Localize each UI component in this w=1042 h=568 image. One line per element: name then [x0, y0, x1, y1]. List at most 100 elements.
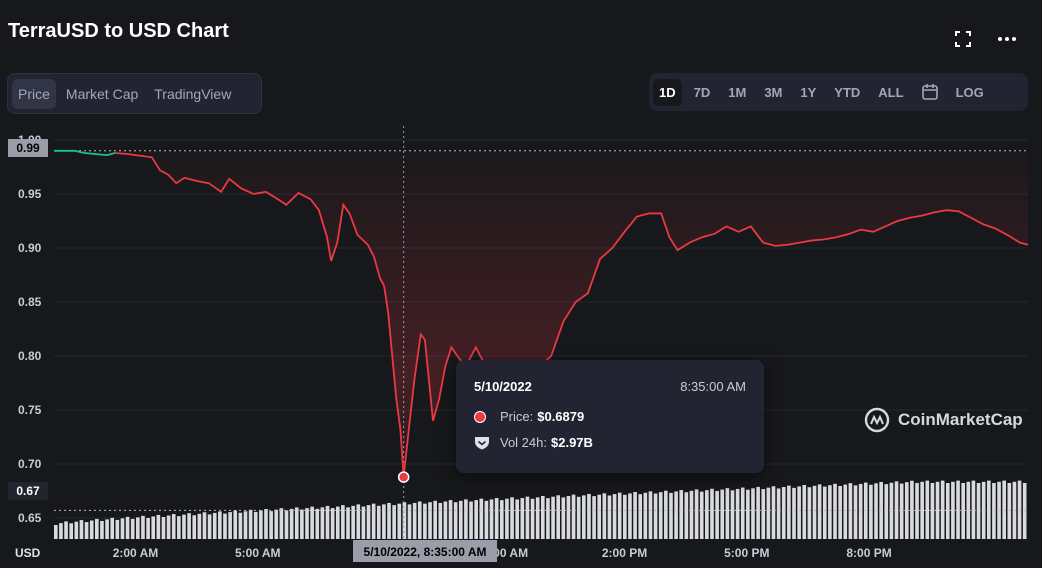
volume-bar: [294, 507, 299, 539]
volume-bar: [756, 486, 760, 539]
volume-bar: [833, 483, 837, 539]
volume-bar: [95, 518, 99, 539]
price-area-fill: [54, 150, 1028, 478]
volume-bar: [766, 487, 771, 539]
volume-bar: [776, 488, 781, 539]
volume-bar: [69, 523, 74, 539]
volume-bar: [443, 501, 448, 539]
volume-bar: [643, 492, 648, 539]
y-tick-label: 0.70: [18, 457, 42, 471]
y-tick-label: 0.95: [18, 187, 42, 201]
volume-bar: [494, 497, 499, 539]
volume-bar: [940, 480, 945, 539]
tooltip-price-row: Price: $0.6879: [474, 409, 584, 424]
volume-bar: [505, 498, 509, 539]
volume-bar: [279, 508, 284, 539]
volume-bar: [100, 520, 104, 539]
open-price-marker: 0.99: [8, 139, 48, 157]
volume-bar: [746, 489, 750, 539]
chart-type-tabs: Price Market Cap TradingView: [7, 73, 262, 114]
volume-bar: [387, 502, 391, 539]
tab-market-cap[interactable]: Market Cap: [65, 85, 139, 102]
volume-bar: [740, 487, 745, 539]
volume-bar: [725, 488, 730, 539]
volume-bar: [515, 499, 519, 539]
y-tick-label: 0.75: [18, 403, 42, 417]
range-1y[interactable]: 1Y: [800, 84, 817, 100]
volume-bar: [556, 495, 561, 539]
volume-bar: [551, 496, 555, 539]
volume-bar: [889, 482, 894, 539]
volume-bar: [402, 502, 407, 539]
volume-bar: [566, 496, 571, 539]
volume-bar: [669, 492, 673, 539]
tooltip-date: 5/10/2022: [474, 379, 532, 394]
volume-bar: [207, 514, 212, 539]
volume-bar: [1022, 483, 1027, 539]
x-tick-label: 8:00 PM: [846, 546, 891, 560]
fullscreen-icon[interactable]: [952, 28, 974, 50]
volume-bar: [397, 503, 402, 539]
volume-bar: [633, 491, 637, 539]
volume-bar: [212, 512, 217, 539]
volume-bar: [597, 494, 602, 539]
volume-bar: [428, 502, 432, 539]
volume-bar: [602, 493, 607, 539]
more-options-icon[interactable]: [996, 28, 1018, 50]
volume-bar: [218, 511, 222, 539]
range-ytd[interactable]: YTD: [834, 84, 861, 100]
volume-bar: [951, 481, 955, 539]
volume-bar: [330, 508, 335, 539]
volume-bar: [110, 517, 115, 539]
y-axis: 1.000.950.900.850.800.750.700.65: [18, 133, 42, 525]
volume-bar: [274, 509, 279, 539]
range-all[interactable]: ALL: [878, 84, 904, 100]
volume-bar: [197, 513, 202, 539]
open-price-label: 0.99: [16, 141, 40, 155]
volume-bar: [474, 500, 478, 539]
tab-price[interactable]: Price: [12, 78, 56, 109]
range-1m[interactable]: 1M: [728, 84, 747, 100]
tooltip-price-label: Price:: [500, 409, 534, 424]
volume-bar: [130, 518, 135, 539]
highlight-point[interactable]: [397, 471, 410, 483]
volume-bar: [607, 495, 612, 539]
range-3m[interactable]: 3M: [764, 84, 783, 100]
tooltip-price-value: $0.6879: [537, 409, 585, 424]
range-1d[interactable]: 1D: [653, 78, 682, 106]
volume-bar: [920, 481, 924, 539]
volume-bar: [464, 499, 468, 539]
volume-bar: [407, 504, 412, 539]
volume-bar: [382, 504, 386, 539]
tab-tradingview[interactable]: TradingView: [154, 85, 232, 102]
volume-bar: [325, 505, 330, 539]
volume-bar: [710, 488, 714, 539]
y-tick-label: 0.80: [18, 349, 42, 363]
volume-bar: [458, 500, 463, 539]
volume-bar: [879, 481, 883, 539]
volume-bar: [925, 480, 930, 539]
volume-bar: [546, 498, 550, 539]
volume-bar: [484, 500, 489, 539]
volume-bar: [807, 487, 812, 539]
calendar-icon[interactable]: [920, 82, 940, 102]
volume-bar: [617, 492, 622, 539]
volume-bar: [915, 483, 919, 539]
volume-bar: [828, 485, 832, 539]
x-axis: 2:00 AM 5:00 AM 11:00 AM 2:00 PM 5:00 PM 8:00…: [113, 546, 892, 560]
volume-bar: [289, 508, 294, 539]
x-tick-label: 5:00 AM: [235, 546, 281, 560]
volume-bar: [346, 507, 350, 539]
volume-bar: [125, 516, 130, 539]
log-scale-toggle[interactable]: LOG: [955, 84, 984, 100]
volume-bar: [658, 492, 663, 539]
volume-bar: [781, 487, 786, 539]
volume-bar: [223, 513, 227, 539]
volume-bar: [535, 497, 540, 539]
volume-bar: [638, 494, 643, 539]
volume-bar: [166, 515, 171, 539]
range-7d[interactable]: 7D: [693, 84, 711, 100]
volume-bar: [561, 497, 566, 539]
volume-bar: [853, 485, 858, 539]
